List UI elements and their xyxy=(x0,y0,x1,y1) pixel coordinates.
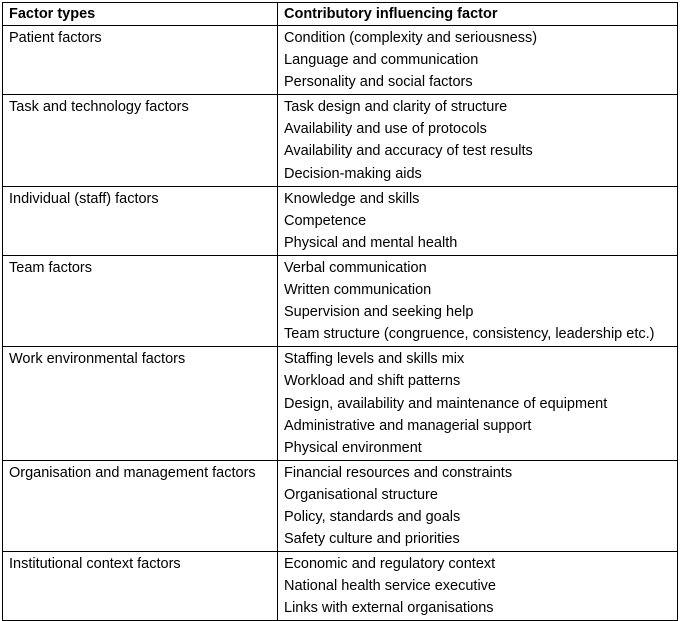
factor-type: Team factors xyxy=(9,259,92,276)
factor-type: Work environmental factors xyxy=(9,351,186,368)
factor-item: Personality and social factors xyxy=(284,74,473,91)
factors-cell: Verbal communication Written communicatio… xyxy=(277,254,678,348)
table-row: Patient factors Condition (complexity and… xyxy=(2,24,678,96)
factor-item: Availability and use of protocols xyxy=(284,121,487,138)
factor-item: Physical environment xyxy=(284,439,422,456)
factor-item: Condition (complexity and seriousness) xyxy=(284,30,538,46)
factor-type-cell: Team factors xyxy=(2,254,278,348)
factors-cell: Economic and regulatory context National … xyxy=(277,551,678,621)
factor-item: Decision-making aids xyxy=(284,165,422,182)
factor-type-cell: Task and technology factors xyxy=(2,94,278,187)
factor-type-cell: Individual (staff) factors xyxy=(2,185,278,256)
table-row: Task and technology factors Task design a… xyxy=(2,94,678,187)
header-cell: Factor types xyxy=(2,2,278,26)
factor-item: Staffing levels and skills mix xyxy=(284,351,465,368)
factors-cell: Task design and clarity of structure Avai… xyxy=(277,94,678,187)
factor-type-cell: Work environmental factors xyxy=(2,346,278,461)
table-row: Work environmental factors Staffing level… xyxy=(2,346,678,461)
factor-type: Organisation and management factors xyxy=(9,464,256,481)
factor-item: Availability and accuracy of test result… xyxy=(284,143,533,160)
factor-item: Written communication xyxy=(284,282,432,299)
table-row: Team factors Verbal communication Written … xyxy=(2,254,678,348)
factor-item: Verbal communication xyxy=(284,259,427,276)
factor-item: Knowledge and skills xyxy=(284,190,420,207)
factor-item: Task design and clarity of structure xyxy=(284,99,508,116)
factor-type: Task and technology factors xyxy=(9,99,189,116)
factor-item: Workload and shift patterns xyxy=(284,373,461,390)
header-cell: Contributory influencing factor xyxy=(277,2,678,26)
header-row: Factor types Contributory influencing fa… xyxy=(2,2,678,26)
factor-item: Financial resources and constraints xyxy=(284,464,513,481)
factor-item: Safety culture and priorities xyxy=(284,531,460,548)
factor-item: Physical and mental health xyxy=(284,234,458,251)
factor-item: Organisational structure xyxy=(284,486,438,503)
factor-item: Links with external organisations xyxy=(284,600,494,617)
table-row: Individual (staff) factors Knowledge and … xyxy=(2,185,678,256)
factor-type: Patient factors xyxy=(9,30,102,46)
factor-type-cell: Organisation and management factors xyxy=(2,459,278,553)
table-body: Patient factors Condition (complexity and… xyxy=(2,24,678,621)
table-row: Institutional context factors Economic an… xyxy=(2,551,678,621)
factor-item: Supervision and seeking help xyxy=(284,304,474,321)
factors-cell: Staffing levels and skills mix Workload a… xyxy=(277,346,678,461)
factor-item: Design, availability and maintenance of … xyxy=(284,395,608,412)
factor-type: Individual (staff) factors xyxy=(9,190,159,207)
factor-item: Economic and regulatory context xyxy=(284,556,496,573)
factors-cell: Condition (complexity and seriousness) La… xyxy=(277,24,678,96)
factor-item: National health service executive xyxy=(284,578,496,595)
factor-type-cell: Institutional context factors xyxy=(2,551,278,621)
factor-type: Institutional context factors xyxy=(9,556,181,573)
factor-item: Policy, standards and goals xyxy=(284,508,461,525)
factor-item: Administrative and managerial support xyxy=(284,417,532,434)
table-row: Organisation and management factors Finan… xyxy=(2,459,678,553)
factor-type-cell: Patient factors xyxy=(2,24,278,96)
factor-item: Team structure (congruence, consistency,… xyxy=(284,326,655,343)
factors-cell: Knowledge and skills Competence Physical a… xyxy=(277,185,678,256)
factor-item: Language and communication xyxy=(284,52,479,69)
factor-item: Competence xyxy=(284,212,367,229)
factors-cell: Financial resources and constraints Organ… xyxy=(277,459,678,553)
